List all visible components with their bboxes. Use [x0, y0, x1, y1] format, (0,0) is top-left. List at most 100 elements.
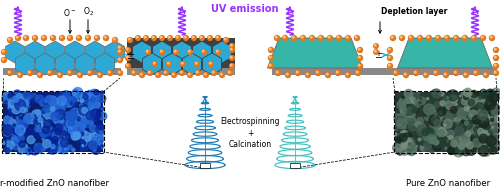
- Circle shape: [449, 135, 453, 139]
- Circle shape: [318, 36, 324, 40]
- Circle shape: [20, 122, 21, 123]
- Circle shape: [447, 130, 454, 138]
- Circle shape: [292, 36, 296, 40]
- Circle shape: [156, 73, 158, 75]
- Circle shape: [14, 91, 18, 93]
- Circle shape: [420, 136, 426, 141]
- Circle shape: [55, 109, 66, 120]
- Polygon shape: [56, 53, 74, 75]
- Circle shape: [38, 73, 40, 75]
- Circle shape: [90, 139, 100, 149]
- Circle shape: [270, 64, 271, 66]
- Circle shape: [466, 135, 472, 142]
- Text: UV emission: UV emission: [211, 4, 279, 14]
- Circle shape: [284, 36, 285, 38]
- Circle shape: [216, 50, 220, 54]
- Circle shape: [168, 36, 172, 40]
- Circle shape: [434, 138, 442, 146]
- Circle shape: [394, 71, 396, 73]
- Circle shape: [90, 97, 95, 102]
- Circle shape: [172, 73, 174, 75]
- Circle shape: [443, 138, 446, 141]
- Circle shape: [44, 96, 56, 106]
- Circle shape: [156, 73, 160, 77]
- Circle shape: [438, 127, 446, 136]
- Circle shape: [90, 109, 101, 119]
- Circle shape: [482, 36, 483, 38]
- Circle shape: [282, 36, 288, 40]
- Circle shape: [394, 114, 401, 121]
- Circle shape: [52, 139, 54, 141]
- Circle shape: [487, 98, 490, 101]
- Circle shape: [80, 133, 84, 136]
- Bar: [200, 163, 210, 168]
- Circle shape: [492, 88, 500, 97]
- Circle shape: [434, 125, 442, 135]
- Circle shape: [446, 100, 455, 110]
- Circle shape: [407, 144, 414, 151]
- Circle shape: [126, 48, 128, 50]
- Circle shape: [108, 71, 110, 73]
- Circle shape: [68, 100, 70, 102]
- Circle shape: [410, 104, 414, 108]
- Circle shape: [433, 126, 444, 137]
- Circle shape: [403, 133, 412, 142]
- Circle shape: [452, 148, 458, 154]
- Circle shape: [8, 104, 16, 111]
- Circle shape: [403, 98, 410, 105]
- Circle shape: [70, 131, 72, 133]
- Circle shape: [494, 55, 498, 60]
- Circle shape: [48, 135, 54, 140]
- Circle shape: [462, 93, 471, 102]
- Circle shape: [72, 148, 75, 151]
- Circle shape: [388, 48, 390, 50]
- Circle shape: [92, 145, 100, 154]
- Circle shape: [396, 137, 402, 142]
- Circle shape: [358, 64, 360, 66]
- Circle shape: [208, 36, 210, 38]
- Circle shape: [7, 142, 14, 149]
- Circle shape: [473, 139, 482, 147]
- Circle shape: [438, 133, 442, 137]
- Circle shape: [36, 127, 42, 132]
- Circle shape: [276, 70, 280, 75]
- Circle shape: [2, 50, 4, 52]
- Circle shape: [160, 50, 162, 52]
- Circle shape: [230, 56, 234, 60]
- Circle shape: [40, 114, 52, 125]
- Circle shape: [426, 36, 432, 40]
- Circle shape: [490, 135, 498, 143]
- Circle shape: [412, 106, 418, 112]
- Circle shape: [422, 136, 426, 141]
- Circle shape: [398, 114, 407, 122]
- Circle shape: [26, 149, 32, 155]
- Circle shape: [60, 150, 63, 153]
- Circle shape: [452, 96, 455, 99]
- Circle shape: [89, 89, 100, 100]
- Text: O$_2$: O$_2$: [82, 6, 94, 18]
- Circle shape: [445, 112, 454, 120]
- Circle shape: [98, 94, 106, 103]
- Circle shape: [202, 50, 206, 54]
- Circle shape: [9, 127, 12, 129]
- Circle shape: [67, 110, 78, 121]
- Circle shape: [114, 38, 115, 40]
- Circle shape: [404, 73, 408, 78]
- Circle shape: [475, 109, 486, 120]
- Circle shape: [30, 99, 36, 104]
- Circle shape: [490, 36, 494, 40]
- Circle shape: [441, 122, 446, 127]
- Circle shape: [54, 115, 64, 125]
- Circle shape: [100, 91, 103, 94]
- Circle shape: [88, 113, 94, 120]
- Circle shape: [56, 135, 64, 142]
- Circle shape: [14, 130, 23, 139]
- Circle shape: [56, 147, 61, 152]
- Circle shape: [140, 73, 144, 77]
- Circle shape: [435, 108, 444, 116]
- Circle shape: [424, 104, 434, 115]
- Circle shape: [62, 97, 72, 107]
- Circle shape: [230, 44, 234, 48]
- Circle shape: [72, 92, 76, 96]
- Circle shape: [86, 106, 88, 107]
